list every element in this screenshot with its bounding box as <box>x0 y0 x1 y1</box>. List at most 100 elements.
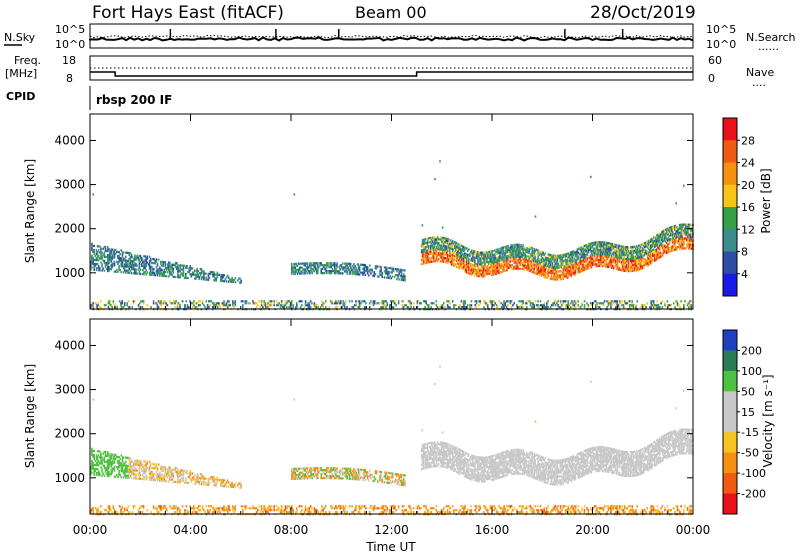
power-cell <box>440 252 443 255</box>
velocity-cell <box>221 481 223 484</box>
velocity-cell <box>205 483 207 486</box>
power-cell <box>484 261 486 264</box>
power-cell <box>620 302 622 305</box>
power-cell <box>459 249 461 252</box>
power-cell <box>516 263 518 266</box>
velocity-cell <box>133 477 135 480</box>
power-cell <box>491 260 493 263</box>
velocity-cell <box>92 467 94 470</box>
velocity-cell <box>100 462 102 465</box>
power-cell <box>538 273 540 276</box>
velocity-cell <box>107 465 109 468</box>
power-cell <box>323 302 326 305</box>
power-cell <box>512 267 514 270</box>
velocity-cell <box>212 476 214 479</box>
power-cell <box>390 277 393 280</box>
power-cell <box>443 247 446 250</box>
power-cell <box>668 235 670 238</box>
power-cell <box>546 302 548 305</box>
power-cell <box>554 270 557 273</box>
power-cell <box>200 270 203 273</box>
power-cell <box>509 254 511 257</box>
power-cell <box>532 261 534 264</box>
power-cell <box>454 243 456 246</box>
velocity-cell <box>113 459 116 462</box>
power-cell <box>566 272 569 275</box>
power-cell <box>91 304 93 307</box>
power-cell <box>93 252 95 255</box>
power-cell <box>472 263 474 266</box>
power-cell <box>514 245 516 248</box>
power-cell <box>404 275 406 278</box>
power-cell <box>574 271 577 274</box>
velocity-cell <box>187 481 189 485</box>
power-cell <box>137 256 140 259</box>
power-cell <box>129 256 132 259</box>
power-cell <box>571 266 574 269</box>
power-cell <box>531 270 533 273</box>
power-cell <box>309 264 311 267</box>
power-cell <box>677 228 679 231</box>
power-cell <box>635 263 638 266</box>
velocity-cell <box>146 476 149 479</box>
power-cell <box>222 276 224 279</box>
power-cell <box>431 236 434 239</box>
power-cell <box>189 269 192 272</box>
power-cell <box>481 271 483 274</box>
power-cell <box>673 239 675 242</box>
power-cell <box>611 252 614 256</box>
power-cell <box>613 259 616 262</box>
power-cell <box>292 268 294 271</box>
power-cell <box>494 302 497 305</box>
velocity-cell <box>220 484 222 487</box>
power-cell <box>502 266 504 269</box>
power-cell <box>494 249 496 252</box>
power-cell <box>503 262 505 265</box>
power-cell <box>123 263 126 266</box>
power-cell <box>114 252 117 255</box>
power-cell <box>185 276 187 279</box>
power-cell <box>371 268 373 271</box>
power-cell <box>362 271 364 274</box>
power-cell <box>690 239 692 242</box>
power-cell <box>568 304 571 307</box>
power-cell <box>295 268 298 271</box>
power-cell <box>346 264 348 267</box>
power-cell <box>386 276 388 279</box>
power-cell <box>156 264 159 267</box>
power-cell <box>116 306 118 309</box>
power-cell <box>628 270 631 273</box>
power-cell <box>112 256 115 259</box>
power-cell <box>216 306 219 309</box>
power-cell <box>593 241 596 244</box>
power-cell <box>599 261 602 264</box>
power-cell <box>436 260 439 263</box>
power-cell <box>438 250 441 253</box>
power-cell <box>683 184 685 187</box>
power-cell <box>197 273 199 277</box>
power-cell <box>599 257 602 260</box>
power-cell <box>216 275 219 278</box>
power-cell <box>111 262 114 265</box>
power-cell <box>687 231 689 234</box>
power-cell <box>583 300 586 303</box>
power-cell <box>442 254 445 257</box>
power-cell <box>423 246 426 249</box>
power-cell <box>146 257 149 260</box>
power-cell <box>675 238 677 241</box>
power-cell <box>189 267 192 270</box>
power-cell <box>598 245 601 248</box>
power-cell <box>140 300 142 303</box>
power-cell <box>570 253 573 256</box>
power-cell <box>358 300 361 303</box>
power-cell <box>564 265 567 268</box>
power-cell <box>566 304 568 307</box>
power-cell <box>635 255 638 258</box>
power-cell <box>179 306 181 309</box>
power-cell <box>605 243 608 246</box>
power-cell <box>420 302 422 305</box>
power-cell <box>618 302 621 305</box>
power-cell <box>120 271 123 274</box>
power-cell <box>632 261 635 264</box>
power-cell <box>322 302 324 305</box>
